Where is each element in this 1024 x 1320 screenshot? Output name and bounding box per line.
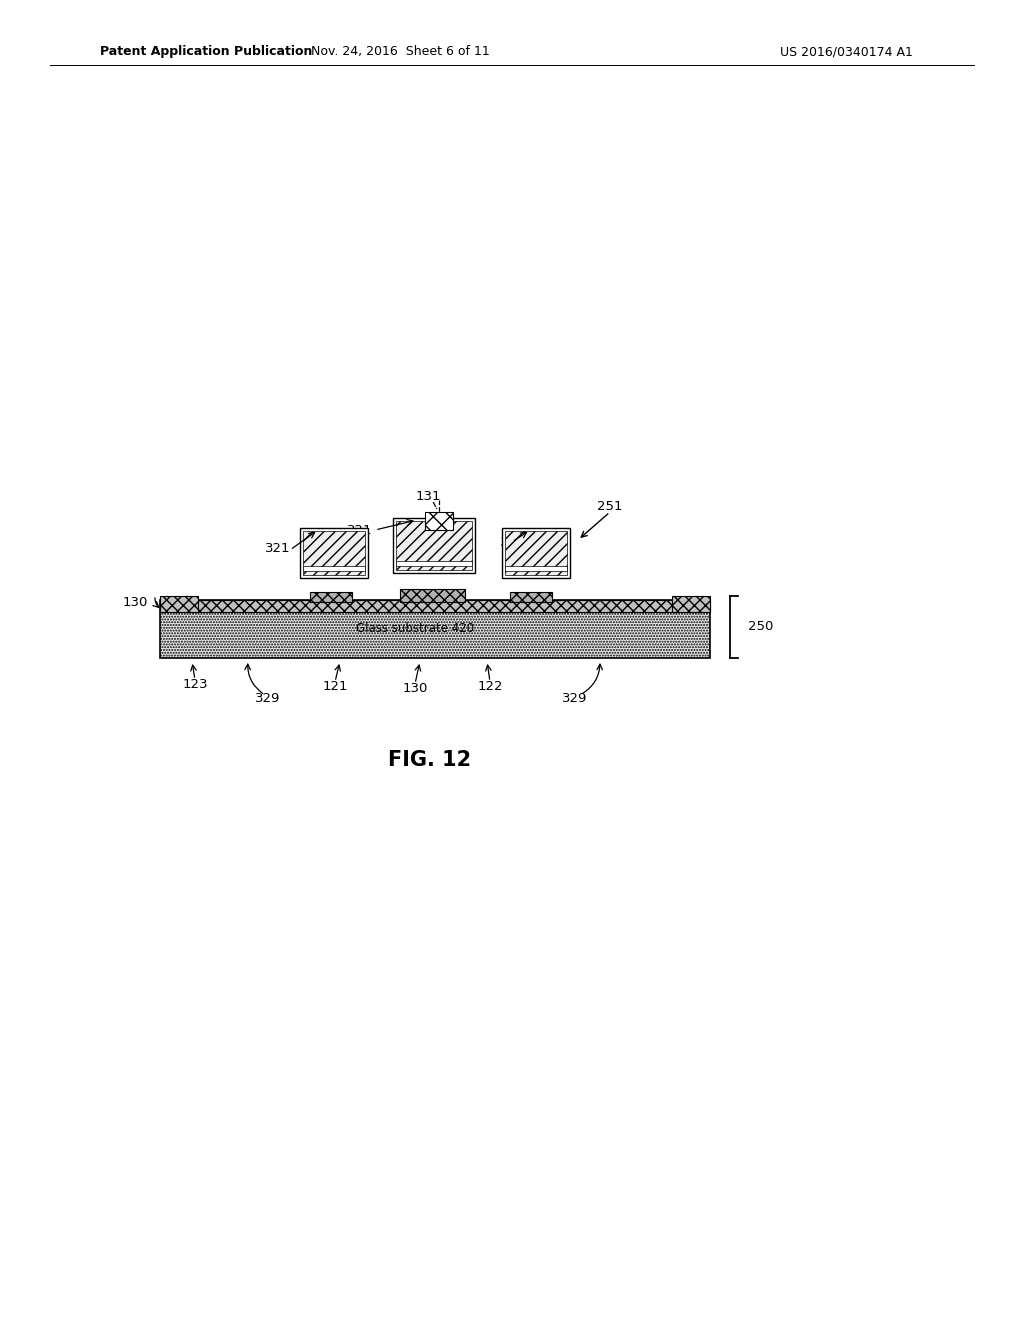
Bar (310, 591, 352, 602)
Text: 329: 329 (255, 692, 281, 705)
Text: 321: 321 (500, 536, 525, 549)
Text: 221: 221 (324, 544, 345, 554)
Bar (303, 531, 365, 576)
Text: 321: 321 (347, 524, 373, 536)
Bar (505, 566, 567, 572)
Text: FIG. 12: FIG. 12 (388, 750, 472, 770)
Text: 130: 130 (402, 681, 428, 694)
Bar (160, 601, 710, 612)
Text: 121: 121 (323, 680, 348, 693)
Bar (300, 528, 368, 578)
Text: 329: 329 (562, 692, 588, 705)
Text: Glass substrate 420: Glass substrate 420 (356, 622, 474, 635)
Text: US 2016/0340174 A1: US 2016/0340174 A1 (780, 45, 912, 58)
Text: 251: 251 (597, 500, 623, 513)
Bar (393, 517, 475, 573)
Bar (396, 521, 472, 570)
Text: 122: 122 (477, 680, 503, 693)
Text: 131: 131 (416, 491, 440, 503)
Bar (160, 601, 710, 657)
Bar (502, 528, 570, 578)
Text: 223: 223 (525, 544, 547, 554)
Text: 250: 250 (748, 619, 773, 632)
Text: 321: 321 (265, 541, 291, 554)
Text: Patent Application Publication: Patent Application Publication (100, 45, 312, 58)
Text: Nov. 24, 2016  Sheet 6 of 11: Nov. 24, 2016 Sheet 6 of 11 (310, 45, 489, 58)
Text: 123: 123 (182, 678, 208, 692)
Text: 130: 130 (123, 595, 148, 609)
Text: 222: 222 (423, 539, 444, 548)
Bar (400, 589, 465, 602)
Bar (505, 531, 567, 576)
Bar (425, 512, 453, 531)
Bar (303, 566, 365, 572)
Bar (510, 591, 552, 602)
Bar (160, 597, 198, 612)
Bar (672, 597, 710, 612)
Bar (396, 561, 472, 566)
